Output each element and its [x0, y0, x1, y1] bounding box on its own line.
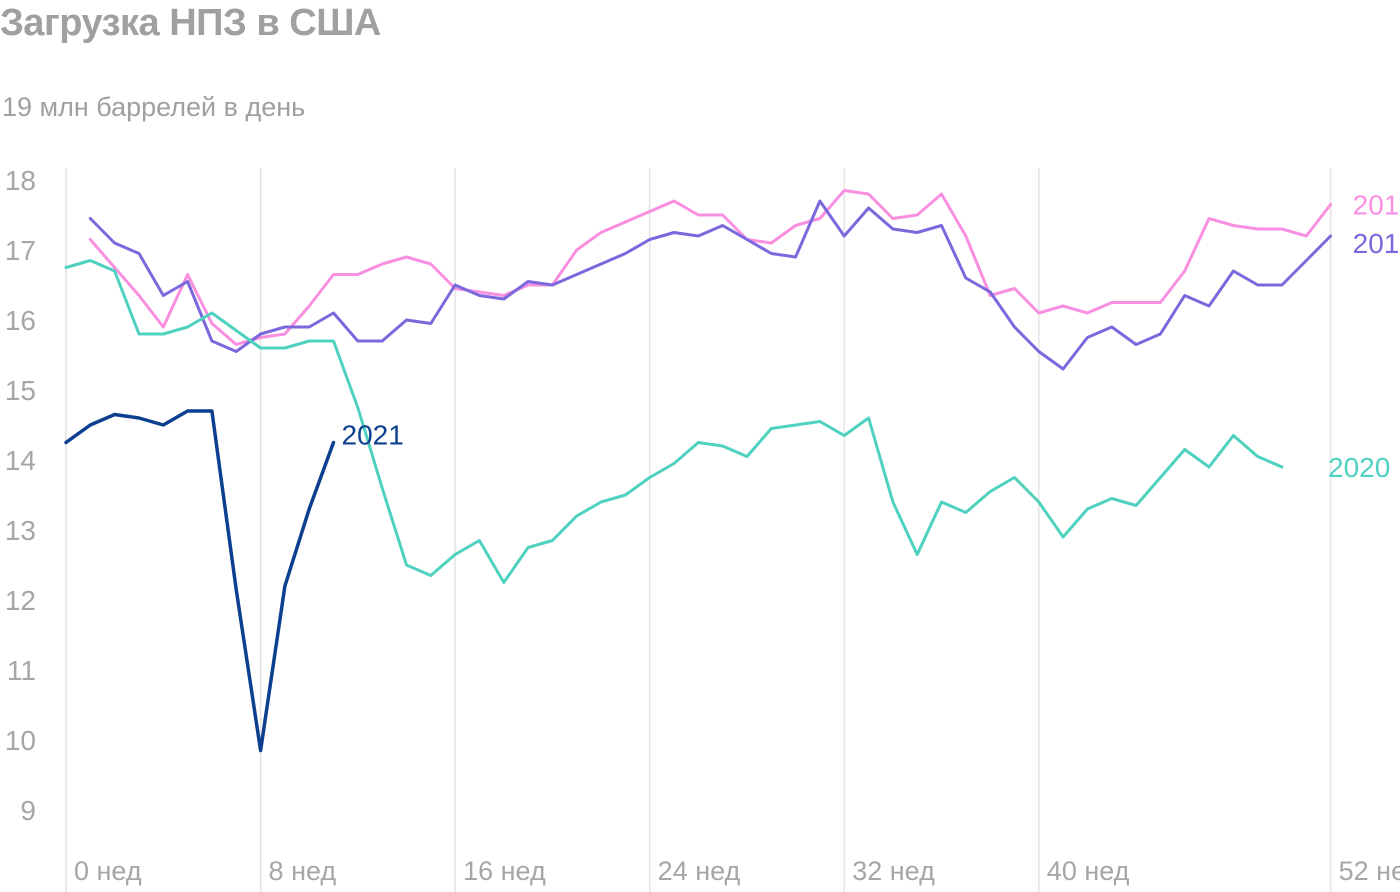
grid-lines	[65, 168, 1332, 892]
y-tick-label: 12	[5, 585, 36, 616]
series-labels: 2018 2019 2020 2021	[342, 190, 1400, 484]
y-tick-label: 10	[5, 725, 36, 756]
y-tick-label: 9	[20, 795, 36, 826]
x-tick-label: 40 нед	[1047, 856, 1130, 886]
series-line-2019	[88, 199, 1333, 371]
x-tick-label: 16 нед	[463, 856, 546, 886]
series-label-2019: 2019	[1353, 228, 1400, 259]
x-tick-label: 8 нед	[269, 856, 337, 886]
y-tick-label: 15	[5, 375, 36, 406]
series-label-2020: 2020	[1328, 452, 1390, 483]
x-tick-label: 24 нед	[658, 856, 741, 886]
x-tick-label: 0 нед	[74, 856, 142, 886]
y-tick-label: 17	[5, 235, 36, 266]
y-tick-label: 16	[5, 305, 36, 336]
series-label-2021: 2021	[342, 420, 404, 451]
y-tick-label: 18	[5, 165, 36, 196]
y-axis-ticks: 18 17 16 15 14 13 12 11 10 9	[5, 165, 36, 826]
y-tick-label: 11	[7, 655, 36, 686]
series-line-2021	[64, 409, 336, 753]
series-label-2018: 2018	[1353, 190, 1400, 221]
chart-title: Загрузка НПЗ в США	[0, 2, 381, 44]
y-axis-unit-label: 19 млн баррелей в день	[2, 92, 306, 122]
x-tick-label: 52 нед	[1339, 856, 1400, 886]
series-lines	[64, 189, 1333, 753]
y-tick-label: 14	[5, 445, 36, 476]
x-tick-label: 32 нед	[852, 856, 935, 886]
x-axis-ticks: 0 нед 8 нед 16 нед 24 нед 32 нед 40 нед 52 нед	[74, 856, 1400, 886]
series-line-2018	[88, 189, 1333, 346]
y-tick-label: 13	[5, 515, 36, 546]
series-line-2020	[64, 259, 1284, 584]
